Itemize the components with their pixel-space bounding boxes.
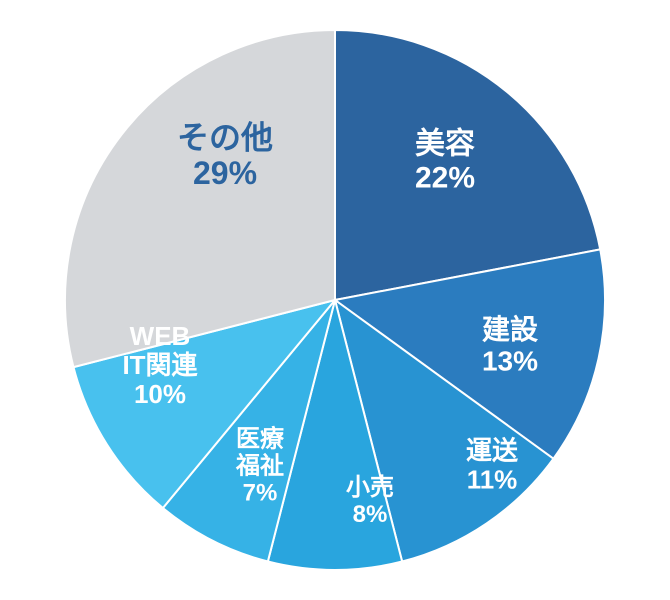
pie-slice-label: 運送11% xyxy=(466,436,518,495)
pie-chart: 美容22%建設13%運送11%小売8%医療福祉7%WEBIT関連10%その他29… xyxy=(0,0,670,600)
pie-slice-label: 建設13% xyxy=(482,313,539,376)
pie-slice-label: 美容22% xyxy=(415,127,475,195)
pie-chart-container: 美容22%建設13%運送11%小売8%医療福祉7%WEBIT関連10%その他29… xyxy=(0,0,670,600)
pie-slice-label: 小売8% xyxy=(346,474,394,528)
